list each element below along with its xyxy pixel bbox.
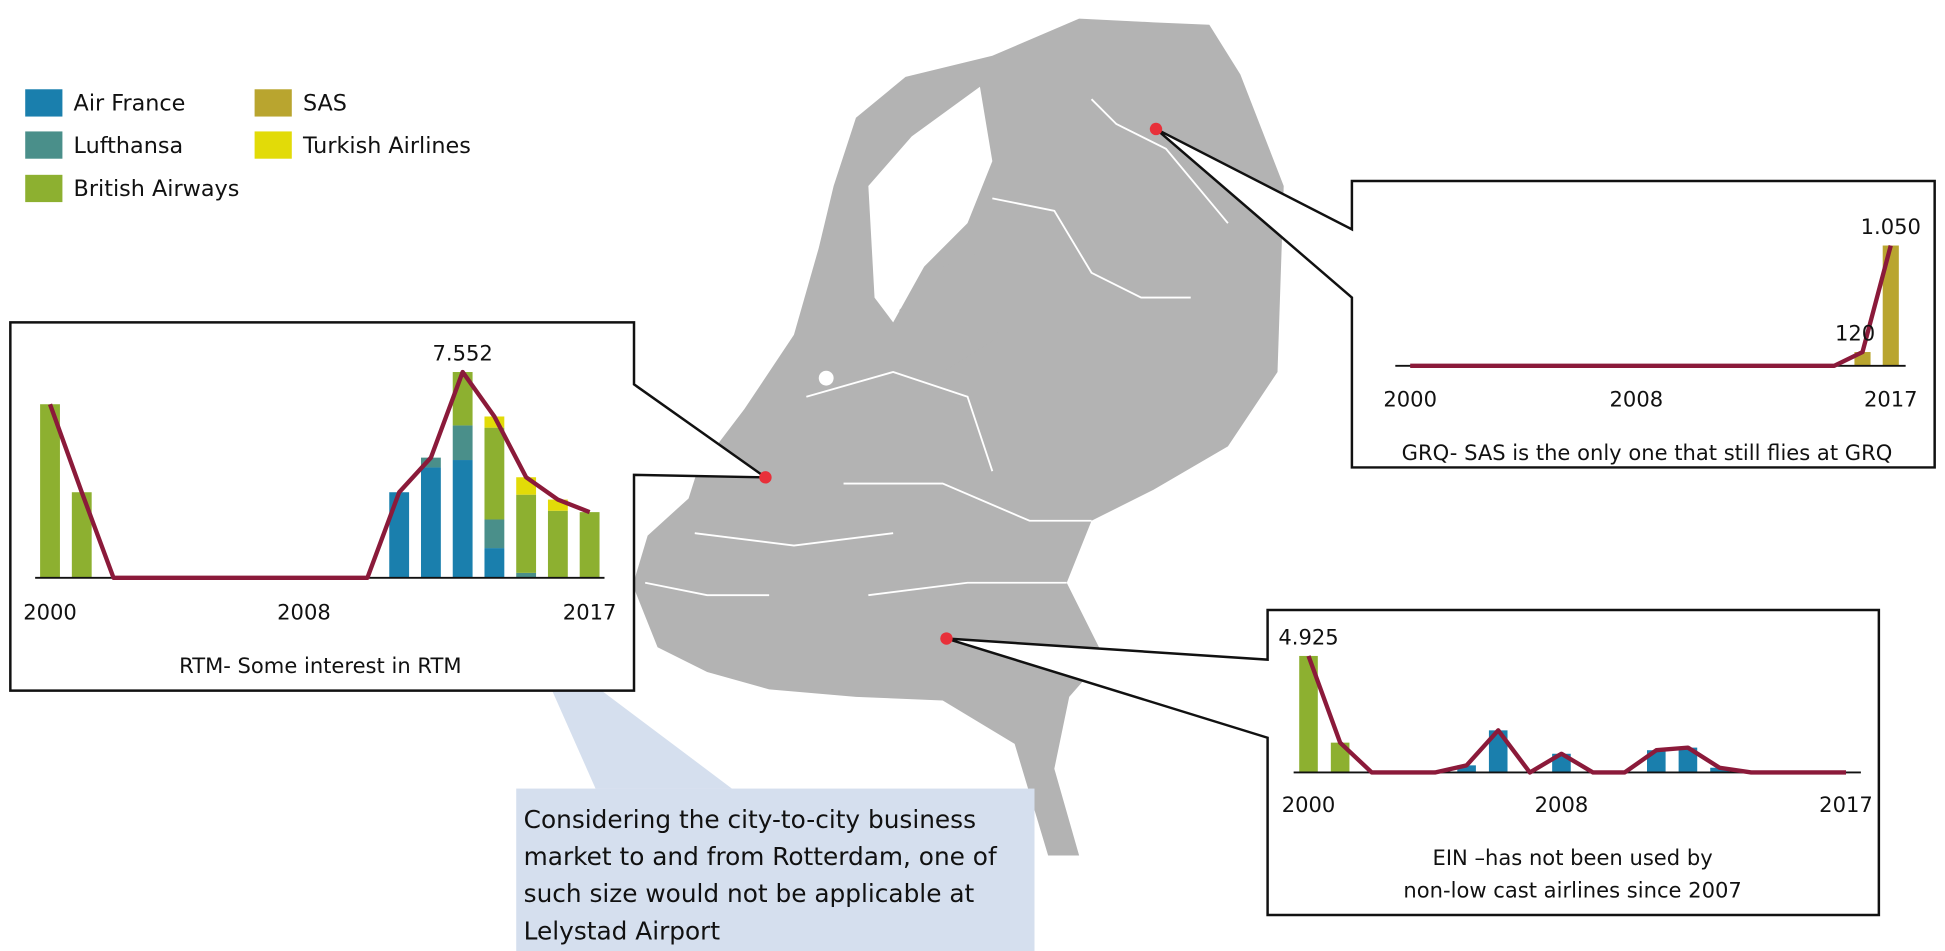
bar-segment bbox=[1678, 747, 1698, 773]
bar-segment bbox=[516, 572, 537, 578]
callout-box bbox=[516, 788, 1035, 951]
x-tick-label: 2017 bbox=[1864, 386, 1918, 411]
bar-segment bbox=[1882, 245, 1899, 366]
bar-segment bbox=[389, 492, 410, 578]
bar-segment bbox=[516, 494, 537, 573]
legend-swatch bbox=[254, 131, 292, 159]
bar-segment bbox=[484, 427, 505, 520]
x-tick-label: 2000 bbox=[1383, 386, 1437, 411]
total-line bbox=[1306, 655, 1847, 775]
airport-dot bbox=[940, 632, 953, 645]
x-tick-label: 2017 bbox=[563, 600, 617, 625]
bar-segment bbox=[40, 404, 60, 578]
legend-label: Turkish Airlines bbox=[302, 133, 471, 159]
callout-text: such size would not be applicable at bbox=[524, 879, 975, 908]
chart-caption: GRQ- SAS is the only one that still flie… bbox=[1402, 440, 1893, 465]
bar-segment bbox=[484, 416, 505, 428]
bar-segment bbox=[1488, 730, 1508, 773]
x-tick-label: 2008 bbox=[1535, 792, 1589, 817]
bar-segment bbox=[420, 467, 441, 578]
x-tick-label: 2008 bbox=[277, 600, 331, 625]
chart-caption: non-low cast airlines since 2007 bbox=[1403, 877, 1741, 902]
callout-text: Considering the city-to-city business bbox=[524, 805, 976, 834]
legend-label: British Airways bbox=[74, 176, 240, 202]
airport-dot bbox=[1149, 122, 1163, 136]
map-borders bbox=[644, 98, 1229, 597]
legend-label: SAS bbox=[303, 91, 347, 117]
bar-segment bbox=[579, 512, 600, 578]
panel-frame bbox=[946, 608, 1881, 917]
bar-segment bbox=[484, 548, 505, 578]
bar-segment bbox=[1330, 742, 1350, 773]
legend-swatch bbox=[25, 174, 63, 203]
callout: Considering the city-to-city business ma… bbox=[516, 634, 1035, 951]
legend-swatch bbox=[25, 89, 63, 117]
legend-label: Lufthansa bbox=[74, 133, 184, 159]
bar-segment bbox=[452, 425, 473, 461]
total-line bbox=[47, 369, 591, 580]
bar-segment bbox=[1299, 655, 1318, 773]
legend-label: Air France bbox=[74, 91, 186, 117]
bar-segment bbox=[1457, 765, 1476, 773]
bar-segment bbox=[1710, 767, 1729, 773]
map-lake bbox=[818, 370, 834, 386]
value-label: 1.050 bbox=[1861, 214, 1921, 239]
chart-caption: EIN –has not been used by bbox=[1433, 845, 1713, 870]
airport-dot bbox=[759, 471, 772, 484]
panel-frame bbox=[1155, 127, 1936, 469]
value-label: 120 bbox=[1835, 321, 1875, 346]
value-label: 7.552 bbox=[432, 341, 492, 366]
total-line bbox=[1410, 244, 1893, 368]
map-water bbox=[868, 86, 993, 323]
panel-frame bbox=[9, 321, 770, 692]
callout-text: Lelystad Airport bbox=[524, 916, 721, 945]
x-tick-label: 2000 bbox=[1282, 792, 1336, 817]
callout-text: market to and from Rotterdam, one of bbox=[524, 842, 998, 871]
bar-segment bbox=[420, 457, 441, 468]
bar-segment bbox=[452, 460, 473, 578]
x-tick-label: 2017 bbox=[1819, 792, 1873, 817]
map-land bbox=[632, 18, 1284, 856]
value-label: 4.925 bbox=[1278, 625, 1338, 650]
bar-segment bbox=[547, 499, 568, 511]
bar-segment bbox=[547, 510, 568, 578]
legend-swatch bbox=[25, 131, 63, 159]
map bbox=[632, 18, 1284, 856]
legend-swatch bbox=[254, 89, 292, 117]
x-tick-label: 2008 bbox=[1610, 386, 1664, 411]
x-tick-label: 2000 bbox=[23, 600, 77, 625]
bar-segment bbox=[484, 519, 505, 549]
bar-segment bbox=[71, 492, 92, 578]
chart-caption: RTM- Some interest in RTM bbox=[179, 653, 461, 678]
